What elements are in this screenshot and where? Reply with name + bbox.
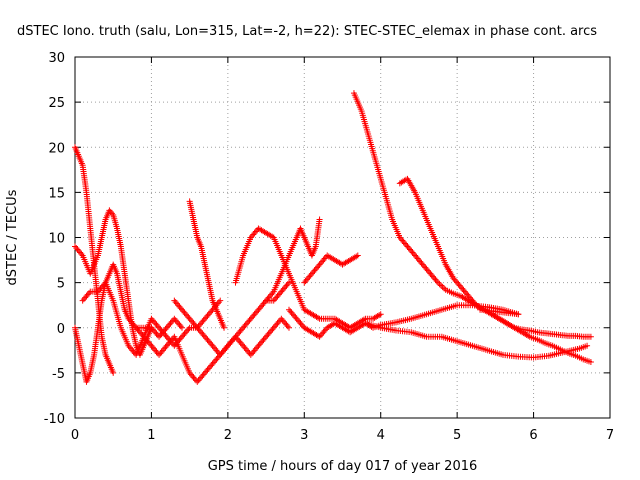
grid-lines <box>75 57 610 418</box>
y-tick-label: 5 <box>57 277 65 292</box>
series-arc-10 <box>301 252 361 286</box>
y-tick-label: -5 <box>52 367 65 382</box>
series-arc-15 <box>477 306 522 318</box>
x-tick-label: 4 <box>377 428 385 443</box>
data-point <box>377 311 384 318</box>
data-point <box>515 311 522 318</box>
data-point <box>439 283 446 290</box>
series-arc-7 <box>171 297 292 358</box>
series-arc-14 <box>396 175 594 366</box>
data-point <box>587 333 594 340</box>
series-arc-2 <box>72 207 155 358</box>
x-tick-label: 3 <box>300 428 308 443</box>
data-point <box>584 342 591 349</box>
data-markers <box>72 90 594 385</box>
x-tick-label: 2 <box>224 428 232 443</box>
series-arc-6 <box>186 198 228 331</box>
data-point <box>221 324 228 331</box>
data-point <box>316 216 323 223</box>
data-point <box>438 282 445 289</box>
chart-title: dSTEC Iono. truth (salu, Lon=315, Lat=-2… <box>17 24 597 39</box>
y-tick-label: 15 <box>48 186 65 201</box>
y-tick-label: -10 <box>44 412 65 427</box>
y-axis-label: dSTEC / TECUs <box>5 189 20 285</box>
x-axis-ticks: 0 1 2 3 4 5 6 7 <box>71 57 614 443</box>
series-arc-4 <box>79 279 224 358</box>
series-arc-5 <box>133 279 292 385</box>
x-tick-label: 1 <box>147 428 155 443</box>
series-arc-3 <box>72 261 185 385</box>
data-point <box>217 297 224 304</box>
data-point <box>286 279 292 286</box>
y-tick-label: 25 <box>48 96 65 111</box>
series-arc-8 <box>232 225 384 331</box>
data-point <box>354 252 361 259</box>
y-tick-label: 20 <box>48 141 65 156</box>
x-tick-label: 7 <box>606 428 614 443</box>
x-tick-label: 0 <box>71 428 79 443</box>
data-point <box>587 359 594 366</box>
x-tick-label: 6 <box>529 428 537 443</box>
x-axis-label: GPS time / hours of day 017 of year 2016 <box>208 459 478 474</box>
data-point <box>436 281 443 288</box>
series-arc-12 <box>362 320 591 361</box>
data-point <box>110 369 117 376</box>
y-tick-label: 0 <box>57 322 65 337</box>
y-axis-ticks: -10 -5 0 5 10 15 20 25 30 <box>44 51 610 427</box>
y-tick-label: 30 <box>48 51 65 66</box>
y-tick-label: 10 <box>48 232 65 247</box>
x-tick-label: 5 <box>453 428 461 443</box>
data-point <box>179 324 185 331</box>
data-point <box>286 324 292 331</box>
series-arc-9 <box>263 216 323 304</box>
series-arc-1 <box>72 144 117 376</box>
